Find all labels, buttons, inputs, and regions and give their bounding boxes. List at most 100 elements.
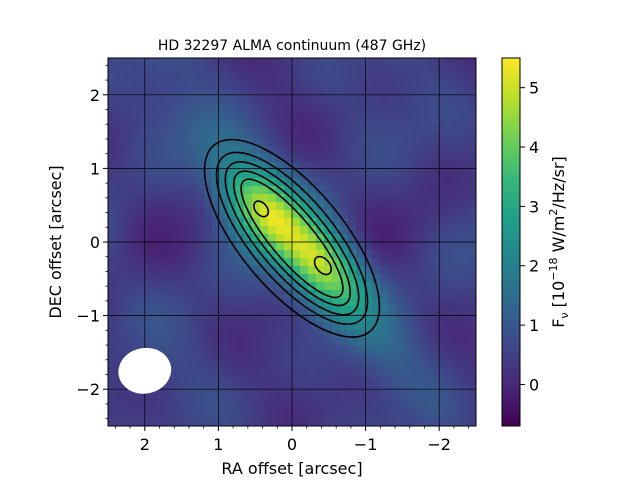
heatmap-cell <box>452 122 461 131</box>
heatmap-cell <box>460 218 469 227</box>
heatmap-cell <box>172 418 181 427</box>
heatmap-cell <box>388 58 397 67</box>
heatmap-cell <box>388 194 397 203</box>
heatmap-cell <box>300 162 309 171</box>
heatmap-cell <box>164 306 173 315</box>
heatmap-cell <box>396 290 405 299</box>
heatmap-cell <box>276 138 285 147</box>
heatmap-cell <box>356 106 365 115</box>
heatmap-cell <box>140 218 149 227</box>
heatmap-cell <box>236 282 245 291</box>
heatmap-cell <box>316 386 325 395</box>
heatmap-cell <box>300 146 309 155</box>
heatmap-cell <box>116 114 125 123</box>
heatmap-cell <box>108 130 117 139</box>
heatmap-cell <box>452 274 461 283</box>
heatmap-cell <box>380 114 389 123</box>
heatmap-cell <box>412 58 421 67</box>
heatmap-cell <box>132 242 141 251</box>
heatmap-cell <box>212 322 221 331</box>
heatmap-cell <box>460 394 469 403</box>
heatmap-cell <box>132 74 141 83</box>
heatmap-cell <box>436 130 445 139</box>
heatmap-cell <box>116 162 125 171</box>
heatmap-cell <box>428 194 437 203</box>
heatmap-cell <box>380 234 389 243</box>
heatmap-cell <box>196 218 205 227</box>
heatmap-cell <box>332 74 341 83</box>
heatmap-cell <box>468 258 477 267</box>
heatmap-cell <box>436 58 445 67</box>
heatmap-cell <box>276 82 285 91</box>
heatmap-cell <box>308 146 317 155</box>
heatmap-cell <box>396 170 405 179</box>
heatmap-cell <box>284 98 293 107</box>
heatmap-cell <box>164 162 173 171</box>
heatmap-cell <box>236 338 245 347</box>
heatmap-cell <box>188 186 197 195</box>
heatmap-cell <box>348 106 357 115</box>
heatmap-cell <box>244 362 253 371</box>
heatmap-cell <box>388 386 397 395</box>
heatmap-cell <box>428 154 437 163</box>
heatmap-cell <box>324 202 333 211</box>
heatmap-cell <box>396 330 405 339</box>
heatmap-cell <box>444 178 453 187</box>
heatmap-cell <box>108 122 117 131</box>
heatmap-cell <box>300 346 309 355</box>
heatmap-cell <box>196 162 205 171</box>
heatmap-cell <box>196 114 205 123</box>
heatmap-cell <box>356 322 365 331</box>
heatmap-cell <box>236 106 245 115</box>
heatmap-cell <box>388 394 397 403</box>
heatmap-cell <box>108 250 117 259</box>
heatmap-cell <box>372 186 381 195</box>
heatmap-cell <box>292 258 301 267</box>
heatmap-cell <box>148 410 157 419</box>
heatmap-cell <box>172 90 181 99</box>
heatmap-cell <box>340 162 349 171</box>
heatmap-cell <box>236 74 245 83</box>
heatmap-cell <box>260 306 269 315</box>
heatmap-cell <box>356 210 365 219</box>
heatmap-cell <box>324 122 333 131</box>
heatmap-cell <box>116 234 125 243</box>
heatmap-cell <box>420 410 429 419</box>
heatmap-cell <box>412 282 421 291</box>
heatmap-cell <box>388 242 397 251</box>
heatmap-cell <box>388 202 397 211</box>
heatmap-cell <box>116 386 125 395</box>
heatmap-cell <box>452 178 461 187</box>
heatmap-cell <box>460 242 469 251</box>
heatmap-cell <box>188 402 197 411</box>
heatmap-cell <box>132 146 141 155</box>
heatmap-cell <box>460 250 469 259</box>
heatmap-cell <box>196 234 205 243</box>
heatmap-cell <box>452 258 461 267</box>
heatmap-cell <box>204 330 213 339</box>
heatmap-cell <box>348 218 357 227</box>
heatmap-cell <box>348 338 357 347</box>
heatmap-cell <box>388 234 397 243</box>
heatmap-cell <box>332 418 341 427</box>
heatmap-cell <box>356 410 365 419</box>
heatmap-cell <box>204 106 213 115</box>
heatmap-cell <box>148 306 157 315</box>
heatmap-cell <box>156 266 165 275</box>
heatmap-cell <box>252 378 261 387</box>
heatmap-cell <box>308 170 317 179</box>
heatmap-cell <box>428 402 437 411</box>
heatmap-cell <box>468 130 477 139</box>
heatmap-cell <box>308 58 317 67</box>
heatmap-cell <box>412 394 421 403</box>
heatmap-cell <box>300 322 309 331</box>
heatmap-cell <box>172 162 181 171</box>
heatmap-cell <box>460 402 469 411</box>
heatmap-cell <box>116 202 125 211</box>
heatmap-cell <box>244 130 253 139</box>
x-tick-label: 0 <box>287 435 297 454</box>
heatmap-cell <box>308 338 317 347</box>
heatmap-cell <box>452 354 461 363</box>
heatmap-cell <box>300 138 309 147</box>
heatmap-cell <box>140 202 149 211</box>
